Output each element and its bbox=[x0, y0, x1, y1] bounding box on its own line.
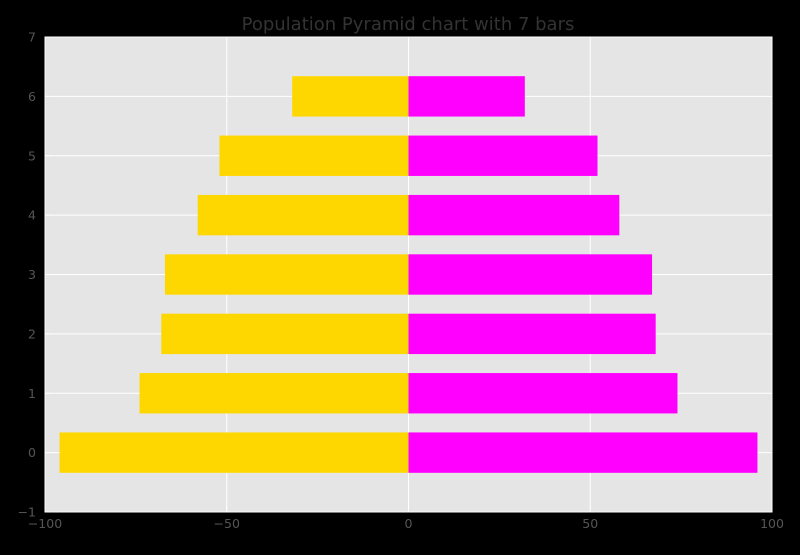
y-tick-label: 3 bbox=[28, 267, 36, 282]
left-bar-0 bbox=[59, 432, 409, 473]
y-tick-label: 2 bbox=[28, 326, 36, 341]
left-bar-1 bbox=[139, 373, 409, 414]
axis-ticks: −100 −50 0 50 100 −1 0 1 2 3 4 5 6 7 bbox=[18, 30, 784, 532]
left-bar-6 bbox=[292, 76, 409, 117]
left-bar-4 bbox=[197, 194, 409, 236]
y-tick-label: 1 bbox=[28, 386, 36, 401]
x-tick-label: −100 bbox=[28, 516, 62, 531]
bars bbox=[59, 76, 758, 473]
x-tick-label: 0 bbox=[405, 516, 413, 531]
right-bar-4 bbox=[408, 194, 620, 236]
y-tick-label: −1 bbox=[18, 505, 36, 520]
y-tick-label: 0 bbox=[28, 445, 36, 460]
right-bar-5 bbox=[408, 135, 598, 176]
right-bar-1 bbox=[408, 373, 678, 414]
chart-title: Population Pyramid chart with 7 bars bbox=[242, 14, 575, 35]
x-tick-label: 50 bbox=[582, 516, 598, 531]
right-bar-3 bbox=[408, 254, 653, 295]
y-tick-label: 5 bbox=[28, 148, 36, 163]
left-bar-3 bbox=[164, 254, 409, 295]
left-bar-2 bbox=[161, 313, 409, 355]
right-bar-0 bbox=[408, 432, 758, 473]
y-tick-label: 7 bbox=[28, 30, 36, 45]
y-tick-label: 6 bbox=[28, 89, 36, 104]
right-bar-2 bbox=[408, 313, 656, 355]
right-bar-6 bbox=[408, 76, 525, 117]
left-bar-5 bbox=[219, 135, 409, 176]
x-tick-label: −50 bbox=[214, 516, 240, 531]
x-tick-label: 100 bbox=[760, 516, 784, 531]
y-tick-label: 4 bbox=[28, 208, 36, 223]
